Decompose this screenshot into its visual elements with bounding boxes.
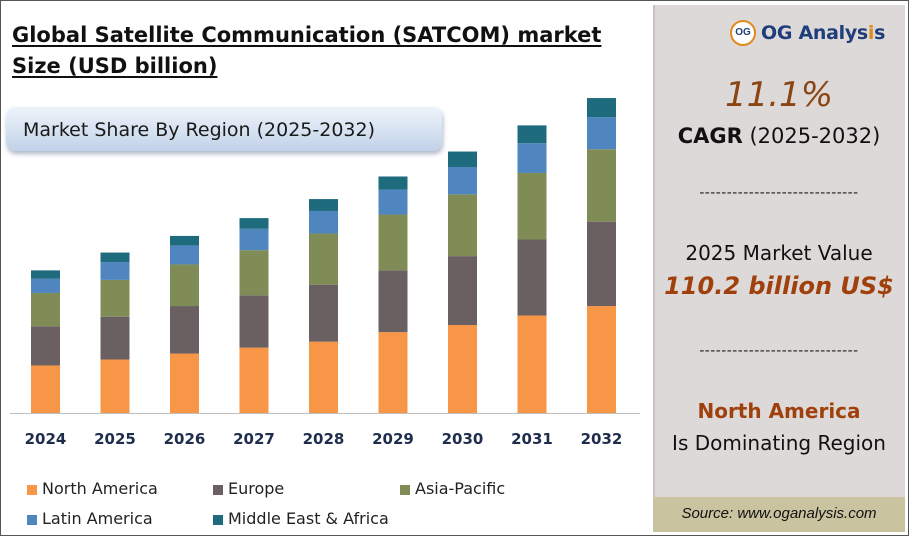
logo-text: OG Analysis — [761, 22, 886, 44]
bar-segment-2032-north-america — [587, 306, 616, 413]
legend-label: Latin America — [42, 509, 153, 528]
bar-segment-2026-asia-pacific — [170, 264, 199, 307]
bar-segment-2030-middle-east-africa — [448, 151, 477, 167]
bar-segment-2031-latin-america — [517, 143, 547, 173]
bar-segment-2025-middle-east-africa — [100, 252, 130, 263]
bar-segment-2025-europe — [100, 316, 130, 360]
bar-segment-2024-asia-pacific — [31, 292, 60, 327]
bar-segment-2025-asia-pacific — [100, 279, 130, 317]
chart-subtitle: Market Share By Region (2025-2032) — [23, 119, 376, 141]
bar-segment-2028-asia-pacific — [309, 233, 338, 285]
divider-bottom: ----------------------------- — [699, 342, 859, 359]
bar-segment-2032-latin-america — [587, 117, 616, 150]
bar-segment-2024-north-america — [31, 365, 60, 413]
bar-segment-2029-europe — [378, 270, 408, 333]
bar-segment-2030-asia-pacific — [448, 194, 477, 257]
legend-swatch — [400, 485, 410, 495]
bar-segment-2026-north-america — [170, 353, 199, 413]
cagr-value: 11.1% — [724, 75, 833, 115]
bar-segment-2026-middle-east-africa — [170, 235, 199, 246]
divider-top: ----------------------------- — [699, 184, 859, 201]
bar-segment-2031-asia-pacific — [517, 172, 547, 240]
x-tick-label-2026: 2026 — [164, 430, 206, 448]
bar-segment-2029-asia-pacific — [378, 214, 408, 271]
dominating-text: Is Dominating Region — [672, 431, 886, 455]
legend-swatch — [27, 515, 37, 525]
bar-segment-2025-latin-america — [100, 262, 130, 280]
summary-panel — [653, 5, 905, 532]
bar-segment-2030-north-america — [448, 325, 477, 413]
bar-segment-2027-middle-east-africa — [239, 218, 269, 229]
x-tick-label-2027: 2027 — [233, 430, 275, 448]
chart-title: Global Satellite Communication (SATCOM) … — [12, 23, 602, 78]
cagr-label: CAGR (2025-2032) — [677, 124, 881, 148]
bar-segment-2032-asia-pacific — [587, 149, 616, 222]
x-tick-label-2032: 2032 — [581, 430, 623, 448]
legend-swatch — [213, 515, 223, 525]
bar-segment-2024-europe — [31, 326, 60, 366]
og-analysis-logo: OG OG Analysis — [730, 20, 890, 46]
x-tick-label-2029: 2029 — [372, 430, 414, 448]
bar-segment-2024-latin-america — [31, 278, 60, 293]
bar-segment-2029-north-america — [378, 332, 408, 413]
stacked-bar-chart: 2024 2025 2026 2027 2028 2029 2030 2031 2032 — [10, 98, 640, 448]
source-bar: Source: www.oganalysis.com — [653, 497, 905, 532]
logo-badge: OG — [730, 20, 756, 46]
bar-segment-2025-north-america — [100, 359, 130, 413]
bar-segment-2028-europe — [309, 284, 338, 342]
bar-segment-2026-europe — [170, 306, 199, 354]
bar-segment-2032-europe — [587, 221, 616, 307]
legend-label: Asia-Pacific — [415, 479, 506, 498]
bar-segment-2031-middle-east-africa — [517, 125, 547, 144]
bar-segment-2031-north-america — [517, 315, 547, 413]
bar-segment-2030-latin-america — [448, 166, 477, 195]
bar-segment-2027-latin-america — [239, 228, 269, 251]
bar-segment-2031-europe — [517, 239, 547, 316]
x-tick-label-2024: 2024 — [25, 430, 67, 448]
market-value-label: 2025 Market Value — [685, 241, 873, 265]
legend-label: Middle East & Africa — [228, 509, 389, 528]
legend-swatch — [27, 485, 37, 495]
bar-segment-2028-latin-america — [309, 210, 338, 234]
x-tick-label-2031: 2031 — [511, 430, 553, 448]
legend-label: Europe — [228, 479, 285, 498]
source-text: Source: www.oganalysis.com — [681, 505, 877, 522]
bar-segment-2024-middle-east-africa — [31, 270, 60, 279]
bar-segment-2028-north-america — [309, 341, 338, 413]
bar-segment-2027-europe — [239, 295, 269, 348]
legend-label: North America — [42, 479, 158, 498]
bar-segment-2032-middle-east-africa — [587, 98, 616, 118]
bar-segment-2026-latin-america — [170, 245, 199, 265]
bar-segment-2027-north-america — [239, 347, 269, 413]
dominating-region: North America — [697, 399, 861, 423]
chart-subtitle-box: Market Share By Region (2025-2032) — [6, 107, 442, 151]
bar-segment-2027-asia-pacific — [239, 250, 269, 296]
x-tick-label-2028: 2028 — [303, 430, 345, 448]
bar-segment-2030-europe — [448, 256, 477, 326]
bar-segment-2029-middle-east-africa — [378, 176, 408, 190]
market-value: 110.2 billion US$ — [664, 272, 894, 300]
x-tick-label-2030: 2030 — [442, 430, 484, 448]
bar-segment-2028-middle-east-africa — [309, 199, 338, 211]
bar-segment-2029-latin-america — [378, 189, 408, 215]
x-tick-label-2025: 2025 — [94, 430, 136, 448]
legend-swatch — [213, 485, 223, 495]
